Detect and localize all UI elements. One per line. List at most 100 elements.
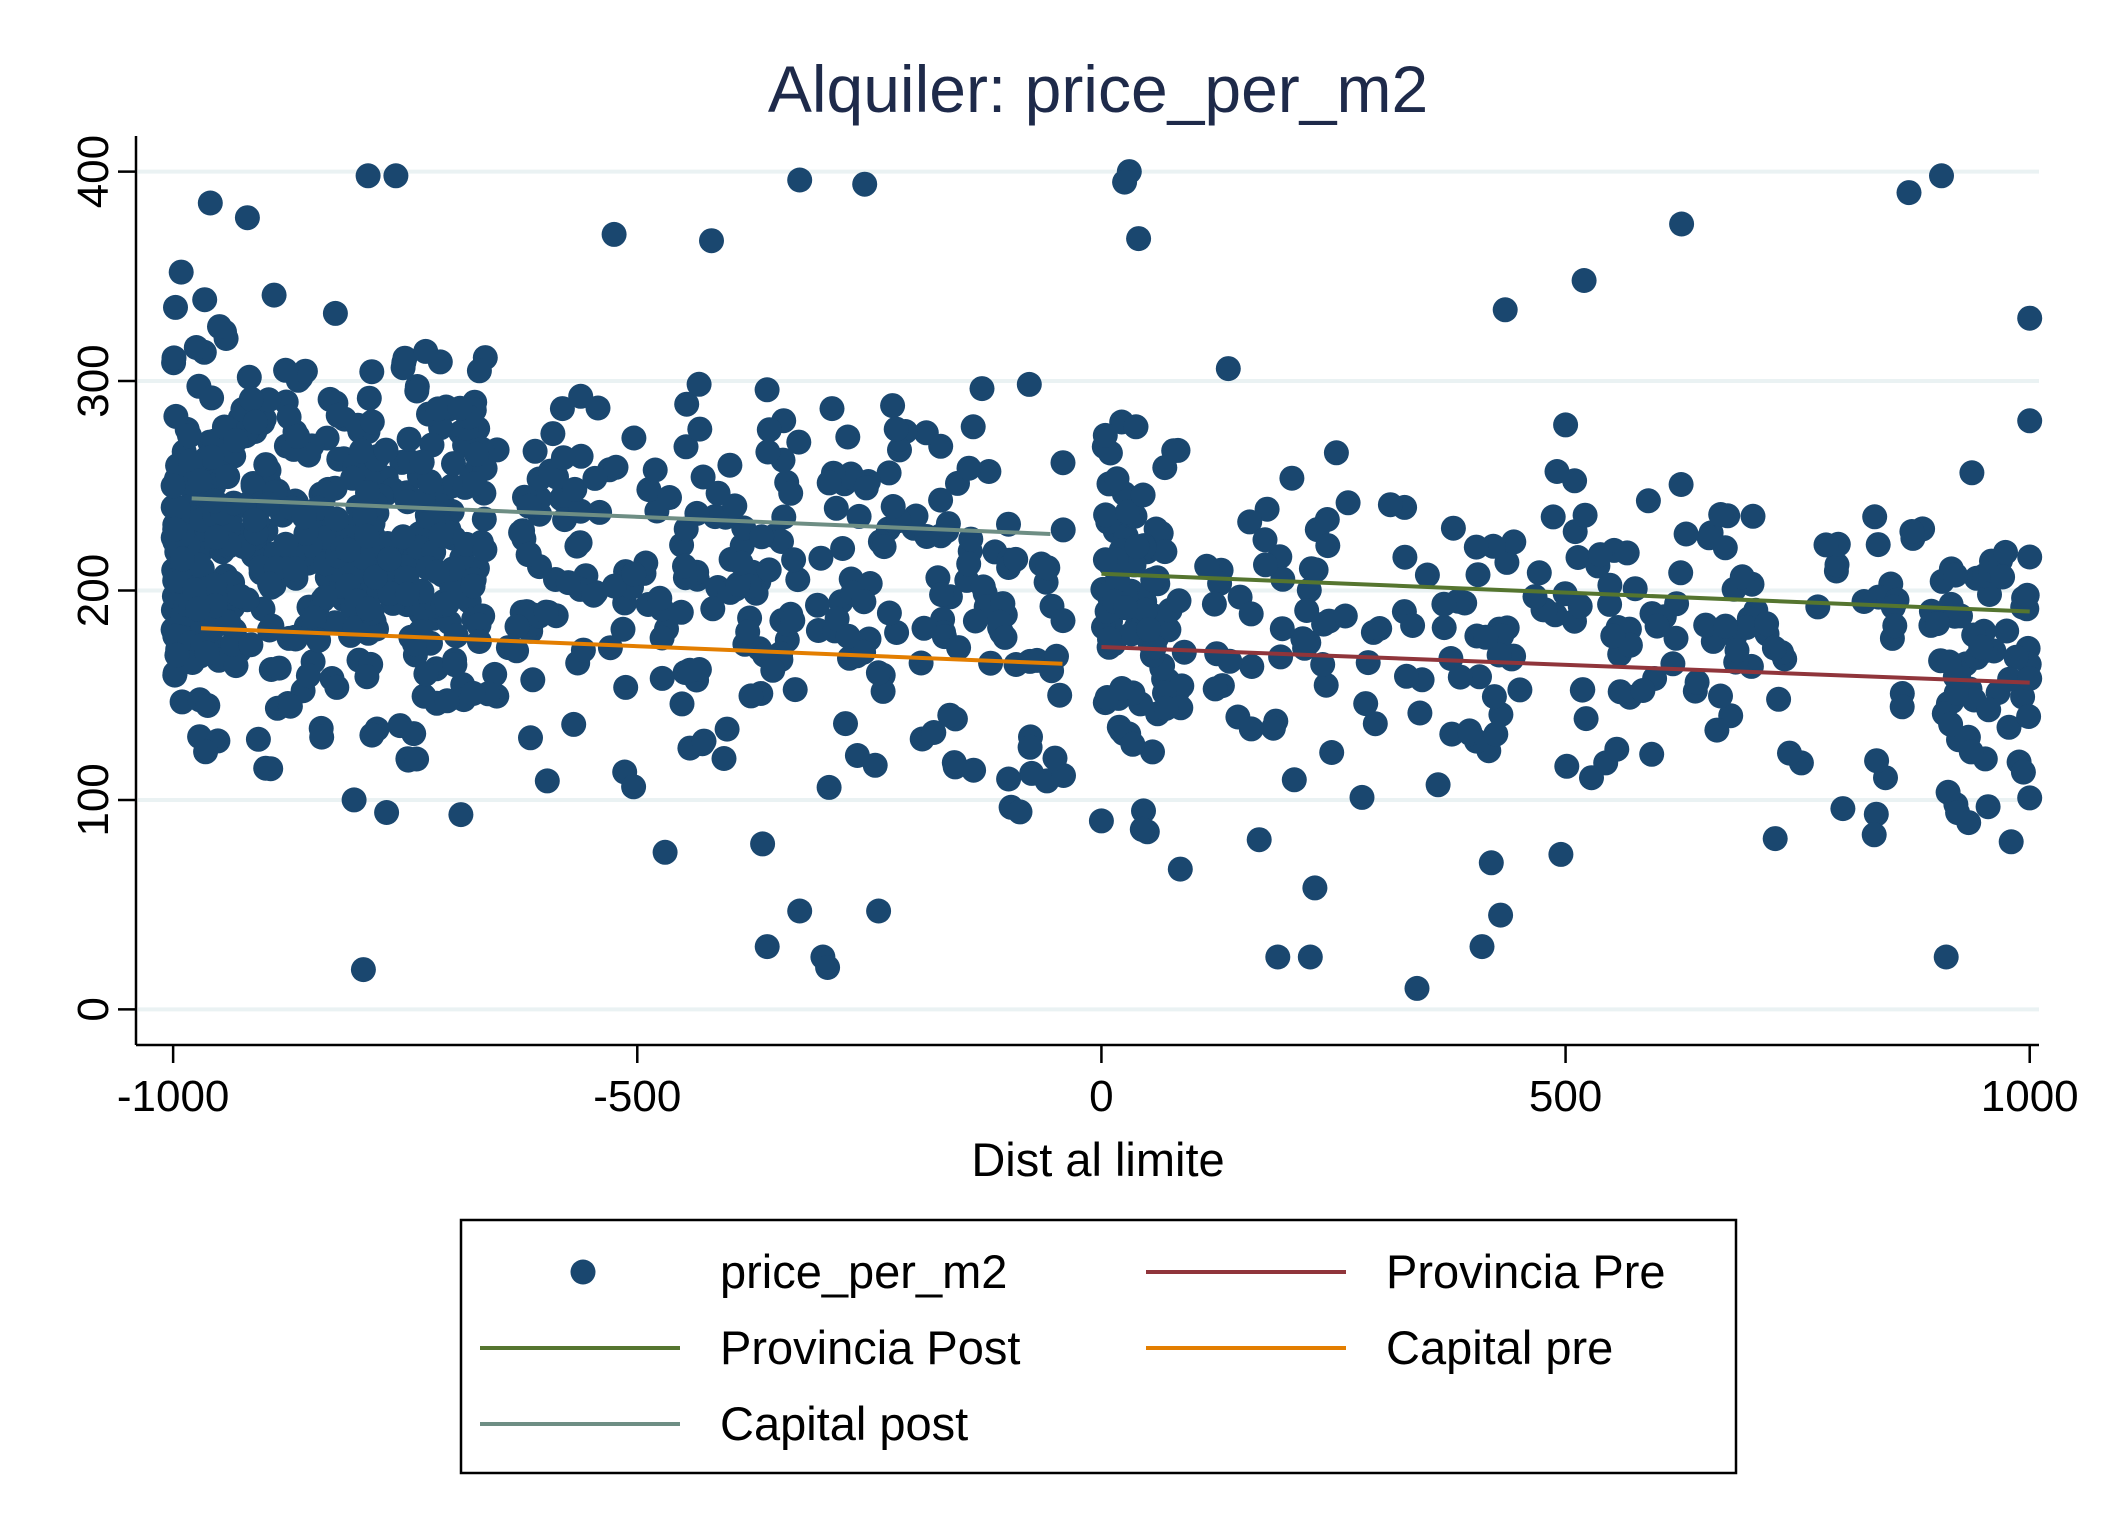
data-point [192,287,218,313]
data-point [1777,740,1802,766]
data-point [1684,669,1710,695]
data-point [819,396,845,422]
data-point [562,476,588,502]
data-point [756,557,782,583]
data-point [522,438,548,464]
data-point [1467,664,1492,690]
data-point [1152,539,1178,565]
data-point [1668,560,1694,586]
data-point [1573,706,1599,732]
data-point [1465,562,1491,588]
data-point [913,420,939,446]
data-point [996,766,1022,792]
data-point [164,642,190,668]
data-point [876,460,902,486]
data-point [1522,584,1548,610]
data-point [291,504,317,530]
data-point [355,596,381,622]
data-point [1007,799,1033,825]
legend: price_per_m2 Provincia Pre Provincia Post C… [459,1218,1738,1475]
data-point [185,596,211,622]
data-point [1761,635,1787,661]
data-point [448,802,474,828]
data-point [259,613,285,639]
data-point [390,524,416,550]
data-point [325,402,351,428]
data-point [673,434,699,460]
data-point [199,444,225,470]
data-point [835,424,861,450]
data-point [195,693,221,718]
data-point [1492,297,1518,323]
data-point [471,506,497,532]
data-point [673,516,699,542]
data-point [394,581,420,607]
data-point [383,163,409,189]
data-point [1553,412,1579,438]
data-point [504,614,530,639]
data-point [962,608,988,634]
data-point [1936,649,1962,675]
data-point [1260,715,1286,741]
data-point [1571,268,1597,293]
data-point [1167,856,1193,882]
x-tick-label: -1000 [117,1072,230,1121]
data-point [516,541,542,567]
data-point [735,619,761,645]
data-point [1215,356,1241,382]
data-point [187,468,213,494]
data-point [1724,637,1750,663]
data-point [1042,745,1068,771]
data-point [1766,686,1792,712]
data-point [1630,678,1656,703]
data-point [183,335,209,360]
data-point [1805,594,1831,620]
data-point [1526,560,1552,586]
data-point [169,546,195,572]
data-point [865,660,891,686]
data-point [1113,595,1138,621]
data-point [956,455,982,481]
data-point [1109,676,1135,701]
data-point [636,477,662,503]
data-point [1279,465,1305,491]
data-point [417,469,443,495]
data-point [549,396,575,422]
data-point [601,221,627,247]
data-point [2016,704,2042,729]
data-point [1469,934,1495,960]
data-point [1996,714,2022,740]
data-point [424,559,450,585]
data-point [1977,582,2002,607]
data-point [876,600,902,626]
data-point [1565,545,1591,570]
data-point [160,473,186,499]
data-point [1452,590,1478,616]
data-point [738,683,764,709]
data-point [725,571,751,597]
data-point [1447,664,1473,690]
data-point [1740,503,1766,529]
data-point [373,437,399,463]
data-point [1882,613,1908,639]
data-point [1153,695,1179,721]
data-point [1050,608,1076,634]
data-point [396,426,422,452]
data-point [1394,663,1419,689]
data-point [946,635,972,661]
data-point [1704,717,1730,743]
data-point [816,470,842,496]
data-point [2017,666,2043,691]
data-point [309,724,335,750]
data-point [771,504,797,530]
y-tick-label: 0 [69,997,118,1021]
data-point [978,650,1004,676]
data-point [1126,226,1152,252]
data-point [1929,163,1954,189]
data-point [227,583,253,609]
data-point [1712,535,1738,561]
data-point [871,534,897,560]
data-point [887,437,912,463]
data-point [851,589,877,615]
fit-line-provincia-pre [1101,645,2030,685]
